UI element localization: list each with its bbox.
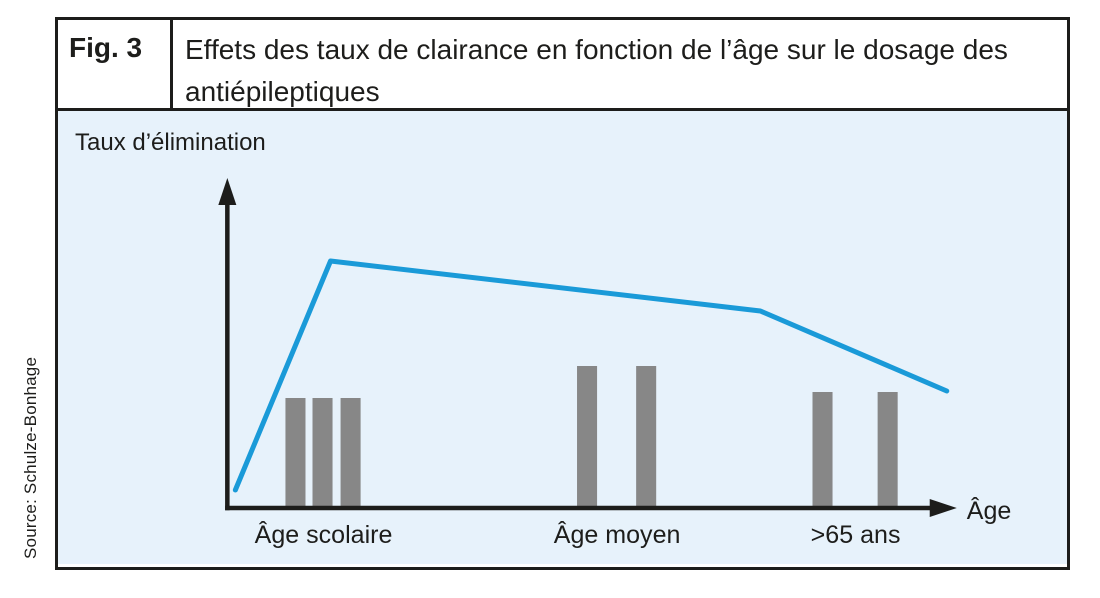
dose-bar [812, 392, 833, 508]
y-axis-arrowhead [218, 178, 237, 205]
dose-bar [312, 398, 333, 508]
figure-title: Effets des taux de clairance en fonction… [185, 34, 1008, 107]
dose-bar [577, 366, 598, 508]
figure-box: Fig. 3 Effets des taux de clairance en f… [55, 17, 1070, 570]
y-axis-title: Taux d’élimination [75, 129, 266, 156]
x-category-label: Âge scolaire [255, 520, 393, 549]
chart-svg: Âge scolaire Âge moyen >65 ans Âge [218, 178, 1012, 549]
dose-bar [285, 398, 306, 508]
dose-bar [877, 392, 898, 508]
x-category-label: Âge moyen [554, 520, 681, 549]
dose-bar [340, 398, 361, 508]
figure-header: Fig. 3 Effets des taux de clairance en f… [58, 20, 1067, 111]
x-axis-arrowhead [929, 499, 957, 517]
source-credit: Source: Schulze-Bonhage [21, 356, 40, 559]
chart-area: Taux d’élimination Âge scolaire Âge moyen… [58, 111, 1067, 564]
figure-label: Fig. 3 [58, 20, 173, 108]
x-category-label: >65 ans [811, 521, 901, 549]
clearance-line [232, 258, 950, 493]
dose-bar [636, 366, 657, 508]
x-axis-title: Âge [967, 496, 1012, 525]
